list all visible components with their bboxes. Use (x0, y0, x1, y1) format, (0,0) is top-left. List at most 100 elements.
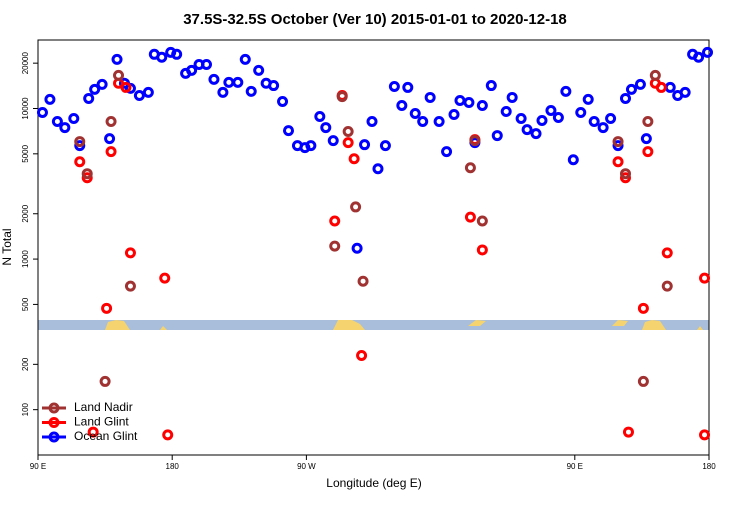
point (253, 64, 265, 76)
point (545, 104, 557, 116)
point (476, 215, 488, 227)
point (649, 69, 661, 81)
plot-frame (37, 39, 710, 456)
legend-marker (48, 402, 60, 414)
point (619, 172, 631, 184)
point (433, 115, 445, 127)
point (485, 80, 497, 92)
point (469, 135, 481, 147)
point (305, 140, 317, 152)
point (575, 107, 587, 119)
y-tick-label: 200 (21, 357, 30, 371)
point (83, 92, 95, 104)
point (277, 95, 289, 107)
x-tick-label: 180 (702, 462, 716, 471)
point (74, 136, 86, 148)
point (186, 64, 198, 76)
point (44, 93, 56, 105)
point (424, 91, 436, 103)
point (162, 429, 174, 441)
point (661, 247, 673, 259)
point (351, 242, 363, 254)
point (51, 115, 63, 127)
point (366, 115, 378, 127)
point (105, 115, 117, 127)
point (702, 46, 714, 58)
point (637, 302, 649, 314)
point (463, 96, 475, 108)
point (223, 76, 235, 88)
point (693, 51, 705, 63)
point (441, 146, 453, 158)
point (350, 201, 362, 213)
point (283, 125, 295, 137)
point (113, 69, 125, 81)
y-tick-label: 100 (21, 402, 30, 416)
y-tick-label: 2000 (21, 204, 30, 222)
point (612, 156, 624, 168)
point (239, 53, 251, 65)
point (409, 108, 421, 120)
point (245, 85, 257, 97)
point (124, 247, 136, 259)
point (655, 81, 667, 93)
point (81, 172, 93, 184)
y-tick-label: 5000 (21, 144, 30, 162)
point (101, 302, 113, 314)
point (625, 83, 637, 95)
point (634, 78, 646, 90)
legend-marker (48, 431, 60, 443)
point (699, 429, 711, 441)
point (208, 73, 220, 85)
point (622, 426, 634, 438)
point (327, 135, 339, 147)
point (99, 375, 111, 387)
point (500, 106, 512, 118)
point (530, 128, 542, 140)
point (359, 139, 371, 151)
point (59, 122, 71, 134)
point (560, 85, 572, 97)
point (597, 122, 609, 134)
point (661, 280, 673, 292)
x-tick-label: 90 E (567, 462, 583, 471)
point (217, 86, 229, 98)
point (200, 58, 212, 70)
legend-label: Land Nadir (74, 400, 133, 414)
point (640, 133, 652, 145)
point (464, 162, 476, 174)
point (268, 80, 280, 92)
y-axis-label: N Total (0, 228, 14, 265)
point (104, 133, 116, 145)
point (396, 99, 408, 111)
point (105, 146, 117, 158)
point (521, 124, 533, 136)
point (348, 153, 360, 165)
point (68, 113, 80, 125)
point (454, 95, 466, 107)
point (96, 78, 108, 90)
map-strip (38, 320, 709, 330)
point (36, 107, 48, 119)
point (619, 92, 631, 104)
point (314, 110, 326, 122)
point (111, 53, 123, 65)
chart-title: 37.5S-32.5S October (Ver 10) 2015-01-01 … (183, 11, 567, 28)
point (515, 113, 527, 125)
point (342, 126, 354, 138)
point (619, 168, 631, 180)
point (142, 86, 154, 98)
point (448, 109, 460, 121)
point (232, 76, 244, 88)
point (329, 215, 341, 227)
point (329, 240, 341, 252)
point (464, 211, 476, 223)
point (552, 112, 564, 124)
point (124, 280, 136, 292)
point (87, 426, 99, 438)
point (379, 140, 391, 152)
point (612, 136, 624, 148)
point (417, 115, 429, 127)
x-tick-label: 90 E (30, 462, 46, 471)
